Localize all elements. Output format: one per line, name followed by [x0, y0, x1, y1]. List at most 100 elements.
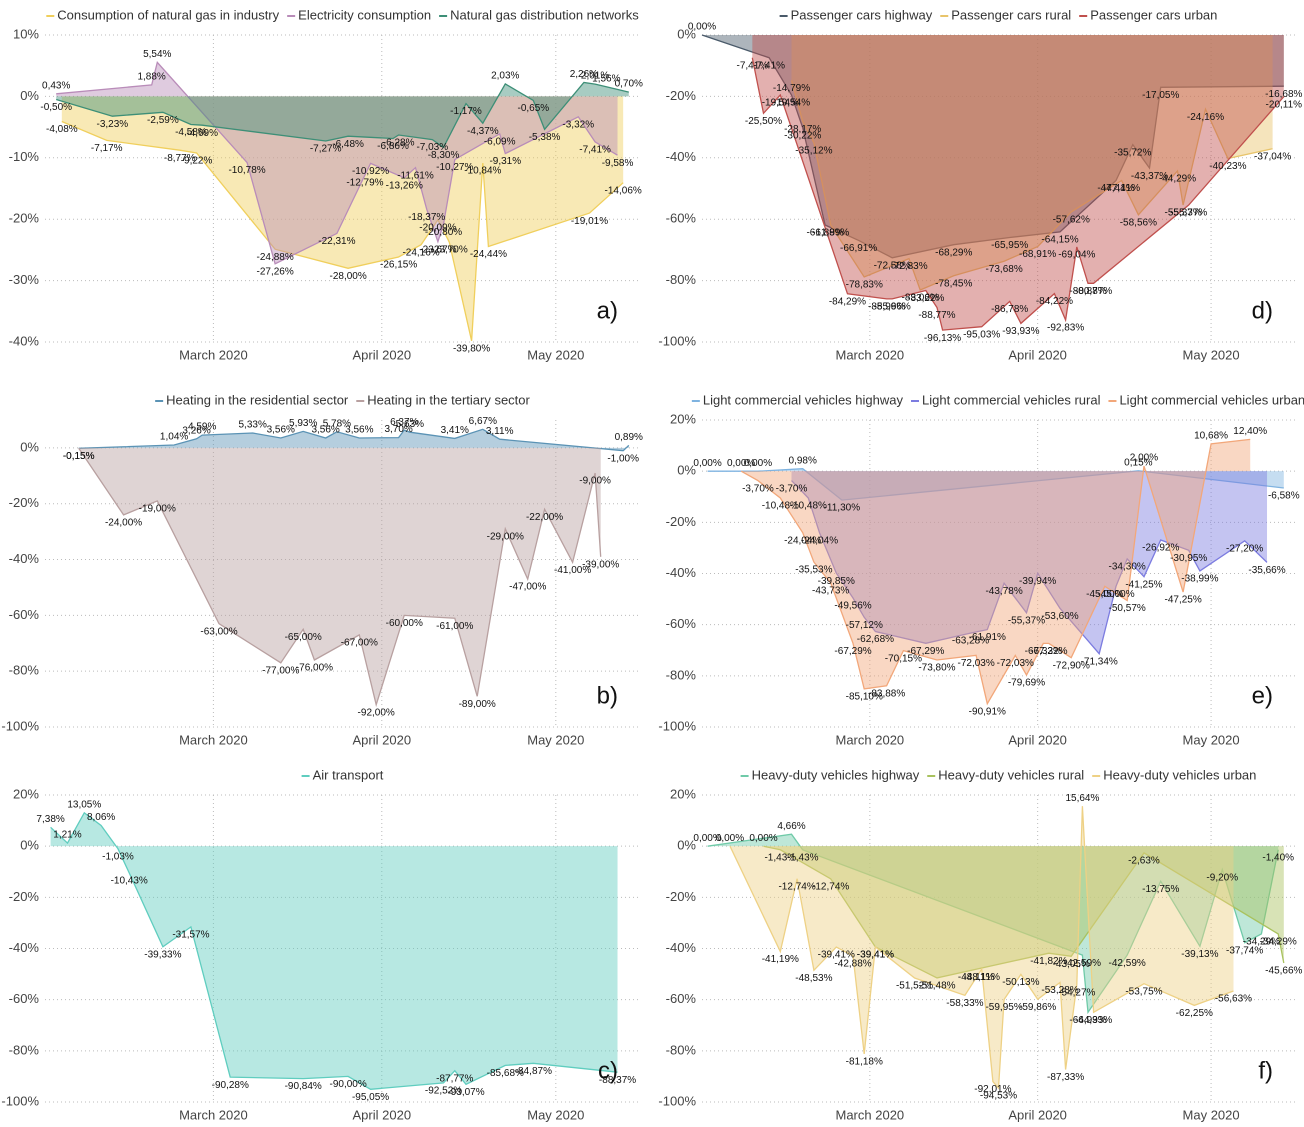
legend-label: Consumption of natural gas in industry	[57, 7, 279, 22]
y-tick-label: -80%	[666, 1042, 697, 1057]
y-tick-label: -40%	[666, 149, 697, 164]
data-label: -85,68%	[487, 1068, 524, 1079]
data-label: -26,92%	[1142, 543, 1179, 554]
data-label: -24,00%	[105, 518, 142, 529]
data-label: -45,00%	[1086, 589, 1123, 600]
data-label: -35,66%	[1248, 565, 1285, 576]
data-label: -14,06%	[605, 185, 642, 196]
data-label: -6,86%	[377, 141, 409, 152]
data-label: -10,78%	[228, 165, 265, 176]
legend-label: Passenger cars rural	[951, 7, 1071, 22]
series-line	[78, 428, 630, 452]
series-line	[740, 438, 1251, 706]
data-label: -43,37%	[1131, 171, 1168, 182]
data-label: -48,11%	[963, 972, 1000, 983]
series-line	[729, 806, 1234, 1090]
data-label: -1,40%	[1262, 852, 1294, 863]
data-label: 0,00%	[688, 22, 716, 33]
x-tick-label: March 2020	[836, 347, 905, 362]
data-label: -78,45%	[935, 278, 972, 289]
data-label: -50,57%	[1109, 603, 1146, 614]
data-label: -39,41%	[818, 950, 855, 961]
data-label: -24,88%	[257, 252, 294, 263]
area-fill	[61, 96, 624, 341]
series-line	[61, 120, 624, 341]
data-label: -4,69%	[186, 128, 218, 139]
data-label: -86,78%	[991, 304, 1028, 315]
data-label: -76,00%	[296, 663, 333, 674]
data-label: -88,37%	[599, 1075, 636, 1086]
y-tick-label: 0%	[20, 838, 39, 853]
data-label: -93,93%	[1002, 326, 1039, 337]
data-label: -71,34%	[1081, 656, 1118, 667]
data-label: -96,13%	[924, 333, 961, 344]
data-label: 0,89%	[615, 432, 643, 443]
data-label: -31,57%	[172, 930, 209, 941]
data-label: 1,56%	[592, 73, 620, 84]
y-tick-label: -80%	[9, 1042, 40, 1057]
data-label: -53,75%	[1125, 986, 1162, 997]
data-label: -25,50%	[745, 116, 782, 127]
data-label: -90,28%	[212, 1080, 249, 1091]
data-label: -63,28%	[952, 636, 989, 647]
y-tick-label: 20%	[13, 786, 39, 801]
y-tick-label: 20%	[670, 786, 696, 801]
data-label: -12,74%	[778, 881, 815, 892]
data-label: -5,38%	[529, 132, 561, 143]
area-fill	[707, 834, 1279, 1013]
data-label: 3,70%	[384, 424, 412, 435]
data-label: -47,00%	[509, 582, 546, 593]
data-label: -89,00%	[459, 699, 496, 710]
series-line	[701, 34, 1284, 259]
data-label: 5,93%	[289, 418, 317, 429]
data-label: -73,80%	[918, 663, 955, 674]
x-tick-label: April 2020	[353, 347, 412, 362]
data-label: -7,41%	[737, 60, 769, 71]
data-label: -72,90%	[1053, 660, 1090, 671]
data-label: -2,63%	[1128, 856, 1160, 867]
data-label: -19,54%	[773, 98, 810, 109]
data-label: -10,48%	[762, 501, 799, 512]
data-label: -68,29%	[935, 247, 972, 258]
data-label: 13,05%	[67, 799, 101, 810]
data-label: 8,06%	[87, 812, 115, 823]
data-label: -41,82%	[1030, 956, 1067, 967]
data-label: -24,44%	[470, 249, 507, 260]
data-label: -60,00%	[386, 618, 423, 629]
data-label: -9,22%	[181, 156, 213, 167]
data-label: -57,62%	[1053, 215, 1090, 226]
data-label: -24,04%	[784, 535, 821, 546]
y-tick-label: 0%	[677, 838, 696, 853]
data-label: -7,41%	[579, 145, 611, 156]
data-label: -20,80%	[425, 227, 462, 238]
x-tick-label: March 2020	[179, 347, 248, 362]
data-label: -58,33%	[946, 998, 983, 1009]
data-label: -45,66%	[1265, 966, 1302, 977]
data-label: 4,66%	[777, 821, 805, 832]
data-label: -64,15%	[1041, 235, 1078, 246]
data-label: -7,41%	[753, 60, 785, 71]
data-label: -72,03%	[997, 658, 1034, 669]
data-label: -3,23%	[97, 119, 129, 130]
data-label: -81,18%	[846, 1056, 883, 1067]
series-line	[790, 80, 1273, 291]
data-label: -12,74%	[812, 881, 849, 892]
series-line	[707, 833, 1279, 1015]
data-label: -29,00%	[487, 531, 524, 542]
data-label: -78,83%	[846, 280, 883, 291]
data-label: -84,87%	[515, 1066, 552, 1077]
data-label: -56,63%	[1215, 994, 1252, 1005]
data-label: -3,70%	[776, 483, 808, 494]
data-label: -47,25%	[1164, 595, 1201, 606]
legend-label: Passenger cars urban	[1090, 7, 1217, 22]
data-label: -85,96%	[868, 302, 905, 313]
data-label: 0,43%	[42, 80, 70, 91]
data-label: 15,64%	[1065, 793, 1099, 804]
series-line	[56, 61, 618, 265]
data-label: -67,00%	[341, 638, 378, 649]
data-label: -47,41%	[1103, 183, 1140, 194]
data-label: -13,75%	[1142, 884, 1179, 895]
data-label: -61,00%	[436, 621, 473, 632]
data-label: -58,56%	[1120, 217, 1157, 228]
